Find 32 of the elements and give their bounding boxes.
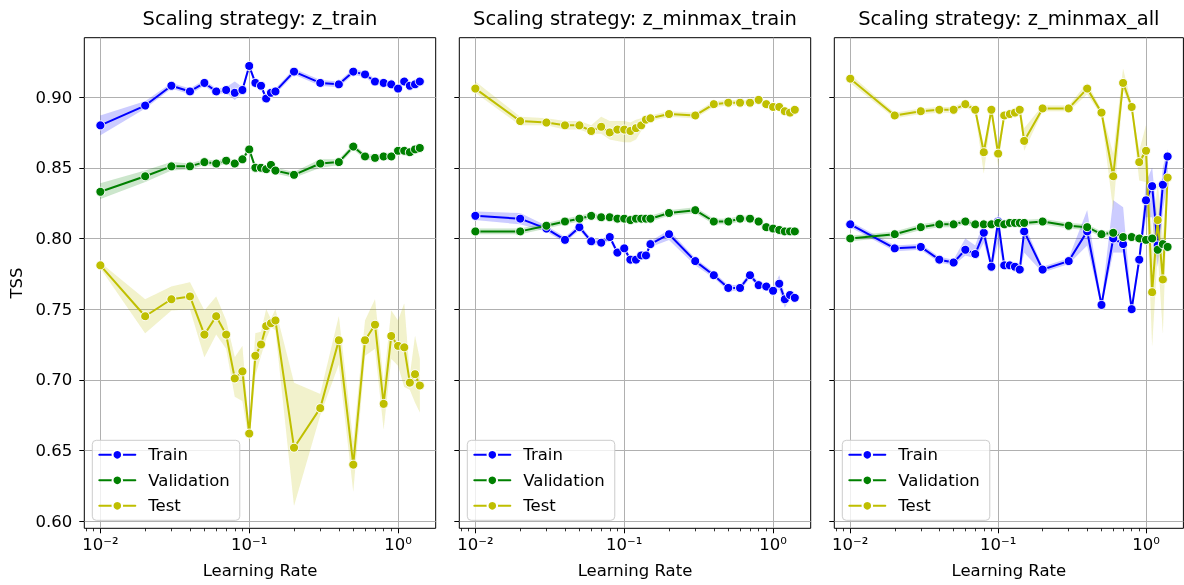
x-tick-label: 10⁻¹ [979, 535, 1017, 555]
y-tick-label: 0.90 [35, 87, 73, 107]
x-tick-label: 10⁻¹ [606, 535, 643, 555]
y-tick-label: 0.80 [35, 228, 73, 248]
x-tick-label: 10⁰ [1132, 535, 1161, 555]
legend-label: Test [522, 496, 557, 516]
legend-label: Test [147, 496, 182, 516]
y-tick-label: 0.85 [35, 158, 73, 178]
x-tick-label: 10⁻² [82, 535, 119, 555]
x-axis-title: Learning Rate [577, 561, 693, 581]
chart-title: Scaling strategy: z_minmax_train [473, 7, 797, 30]
y-axis-title: TSS [6, 267, 26, 300]
x-tick-label: 10⁻¹ [231, 535, 268, 555]
legend-label: Validation [148, 470, 230, 490]
x-axis-title: Learning Rate [202, 561, 318, 581]
x-tick-label: 10⁻² [457, 535, 494, 555]
y-tick-label: 0.60 [35, 511, 73, 531]
chart-title: Scaling strategy: z_train [142, 7, 378, 30]
x-tick-label: 10⁰ [759, 535, 788, 555]
y-tick-label: 0.65 [35, 441, 73, 461]
legend-label: Train [897, 445, 938, 465]
x-tick-label: 10⁻² [832, 535, 869, 555]
y-tick-label: 0.75 [35, 299, 73, 319]
legend-label: Train [147, 445, 188, 465]
legend-label: Validation [523, 470, 605, 490]
legend-label: Train [522, 445, 563, 465]
legend-label: Test [897, 496, 932, 516]
legend-label: Validation [898, 470, 980, 490]
x-tick-label: 10⁰ [384, 535, 413, 555]
y-tick-label: 0.70 [35, 370, 73, 390]
x-axis-title: Learning Rate [951, 561, 1067, 581]
chart-title: Scaling strategy: z_minmax_all [858, 7, 1160, 30]
